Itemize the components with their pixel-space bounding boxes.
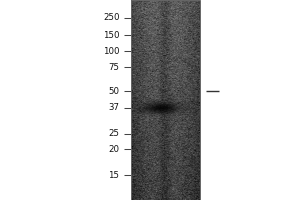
Text: 75: 75: [108, 62, 119, 72]
Text: 37: 37: [108, 104, 119, 112]
Bar: [130, 0, 200, 200]
Text: 15: 15: [108, 170, 119, 180]
Text: 100: 100: [103, 46, 119, 55]
Text: 25: 25: [108, 130, 119, 138]
Text: 250: 250: [103, 14, 119, 22]
Text: 20: 20: [108, 144, 119, 154]
Text: 150: 150: [103, 30, 119, 40]
Text: 50: 50: [108, 86, 119, 96]
